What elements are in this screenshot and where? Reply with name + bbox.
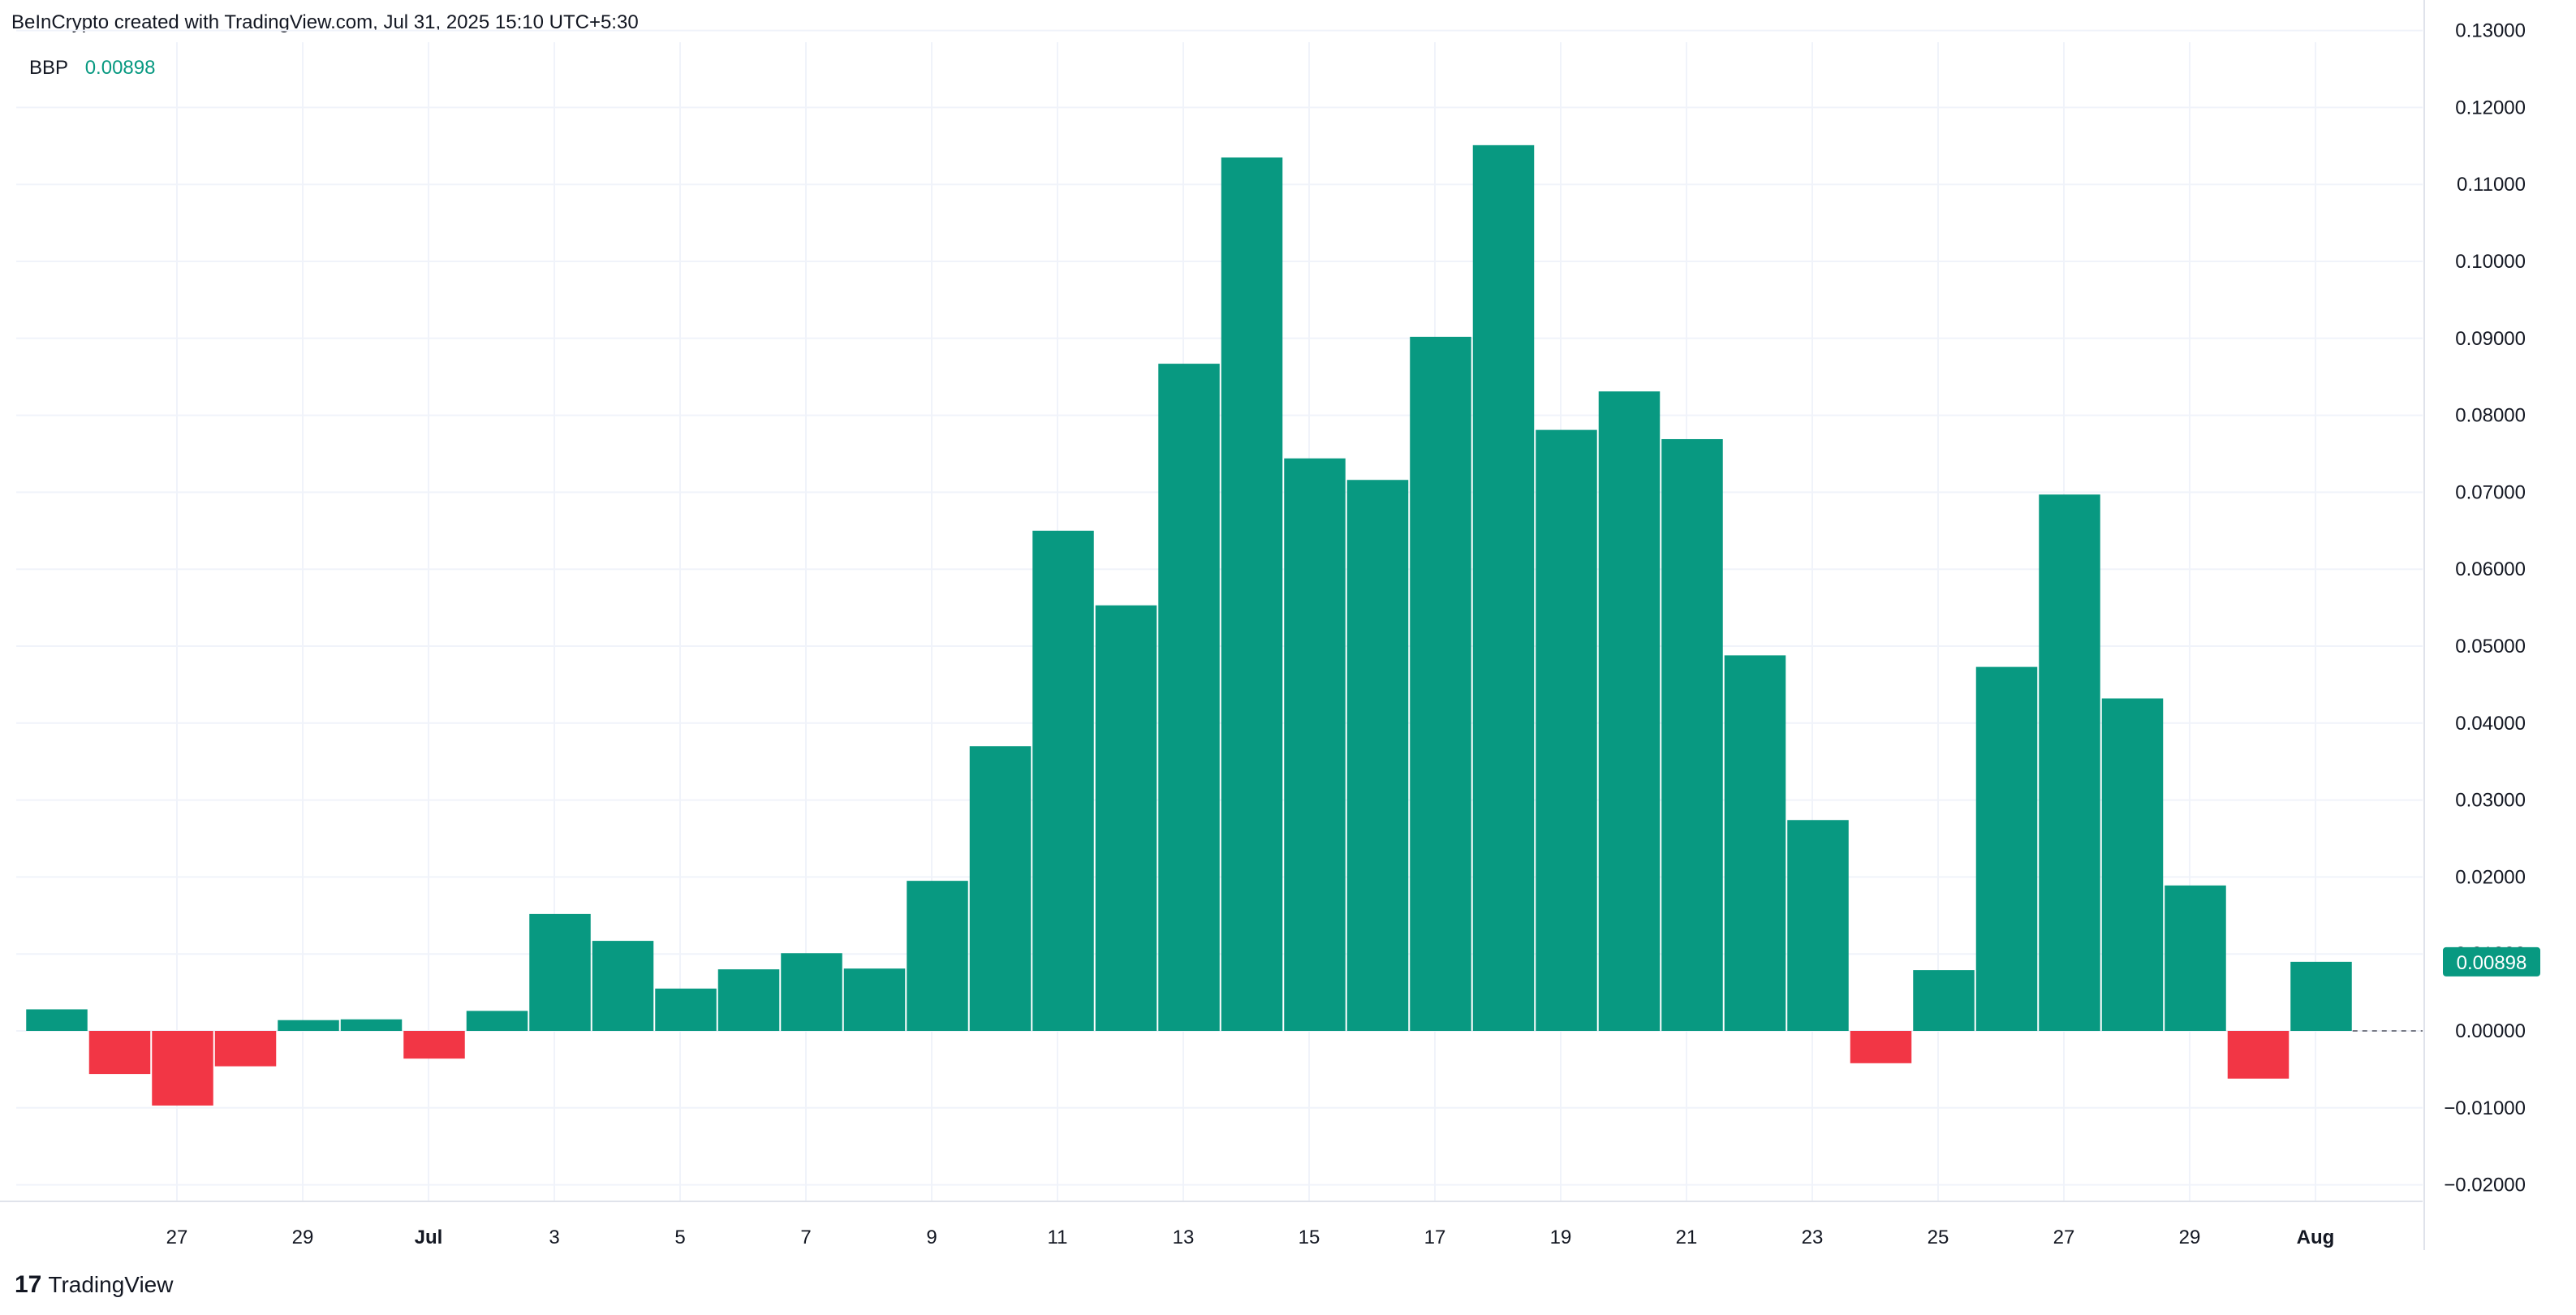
histogram-bar [1787,820,1849,1031]
histogram-bar [1346,480,1409,1031]
histogram-bar [1221,157,1283,1031]
x-tick-label: 27 [166,1227,188,1248]
histogram-bar [2101,698,2164,1031]
histogram-bar [1472,144,1535,1031]
last-value-badge [2443,946,2540,977]
histogram-bar [278,1020,339,1031]
x-tick-label: 7 [800,1227,811,1248]
histogram-bar [1158,364,1220,1032]
histogram-bar [88,1031,151,1075]
histogram-bar [1536,429,1597,1031]
histogram-bar [1410,336,1471,1031]
y-tick-label: 0.13000 [2455,20,2526,42]
histogram-bar [1598,391,1661,1031]
tradingview-branding[interactable]: 17 TradingView [15,1271,173,1299]
tradingview-brand: TradingView [48,1272,174,1297]
x-tick-label: 25 [1928,1227,1949,1248]
histogram-bar [1913,970,1975,1031]
histogram-bar [1975,666,2038,1031]
x-tick-label: 17 [1424,1227,1446,1248]
y-tick-label: 0.00000 [2455,1020,2526,1042]
histogram-bar [403,1031,465,1059]
histogram-bar [152,1031,213,1106]
x-tick-label: 29 [292,1227,314,1248]
histogram-bar [781,953,842,1031]
histogram-bar [2290,961,2352,1031]
histogram-bar [2227,1031,2290,1079]
histogram-bar [1284,458,1346,1031]
x-tick-label: 9 [926,1227,937,1248]
histogram-bar [1095,605,1157,1031]
x-tick-label: 3 [549,1227,559,1248]
chart-attribution: BeInCrypto created with TradingView.com,… [11,11,639,33]
histogram-bar [843,968,906,1031]
last-value-label: 0.00898 [2457,952,2527,974]
histogram-bar [717,969,780,1031]
x-tick-label: 13 [1173,1227,1195,1248]
histogram-bar [969,746,1032,1031]
x-tick-label: 29 [2179,1227,2201,1248]
histogram-bar [1850,1031,1912,1063]
histogram-bar [1032,530,1094,1031]
histogram-bar [655,988,717,1031]
histogram-bar [1724,655,1786,1031]
price-axis: 0.13000 0.12000 0.11000 0.10000 0.09000 0.080… [2423,0,2526,1250]
histogram-bar [214,1031,277,1067]
histogram-bar [2039,494,2100,1031]
x-tick-label: 19 [1550,1227,1572,1248]
histogram-bar [26,1009,88,1031]
y-tick-label: −0.02000 [2444,1175,2526,1196]
histogram-bar [529,913,591,1031]
tradingview-logo-icon: 17 [15,1271,42,1298]
histogram-bar [466,1011,528,1031]
x-tick-label: 23 [1802,1227,1824,1248]
y-tick-label: 0.06000 [2455,558,2526,580]
x-tick-label: 11 [1048,1227,1068,1248]
x-tick-label: Jul [415,1227,443,1248]
last-value-marker: 0.00898 [2443,946,2540,977]
histogram-bar [592,941,654,1031]
x-tick-label: 27 [2053,1227,2075,1248]
y-tick-label: 0.11000 [2457,174,2526,196]
y-tick-label: −0.01000 [2444,1097,2526,1119]
histogram-bars [26,144,2352,1106]
y-tick-label: 0.05000 [2455,636,2526,658]
y-tick-label: 0.10000 [2455,251,2526,273]
y-tick-label: 0.12000 [2455,97,2526,119]
indicator-name: BBP [29,57,69,79]
x-tick-label: 15 [1299,1227,1320,1248]
histogram-bar [1661,438,1723,1031]
x-tick-label: 21 [1676,1227,1698,1248]
y-tick-label: 0.02000 [2455,866,2526,888]
histogram-bar [907,881,968,1031]
y-tick-label: 0.04000 [2455,713,2526,735]
time-axis: 27 29 Jul 3 5 7 9 11 13 15 17 19 21 23 25 27 29 Aug [0,1201,2423,1248]
histogram-bar [2165,885,2226,1031]
histogram-bar [340,1019,403,1031]
y-tick-label: 0.07000 [2455,481,2526,503]
indicator-legend[interactable]: BBP 0.00898 [29,57,155,80]
y-tick-label: 0.09000 [2455,328,2526,350]
y-tick-label: 0.03000 [2455,790,2526,812]
y-tick-label: 0.08000 [2455,405,2526,427]
indicator-value: 0.00898 [84,57,156,79]
x-tick-label: 5 [674,1227,685,1248]
x-tick-label: Aug [2297,1227,2335,1248]
